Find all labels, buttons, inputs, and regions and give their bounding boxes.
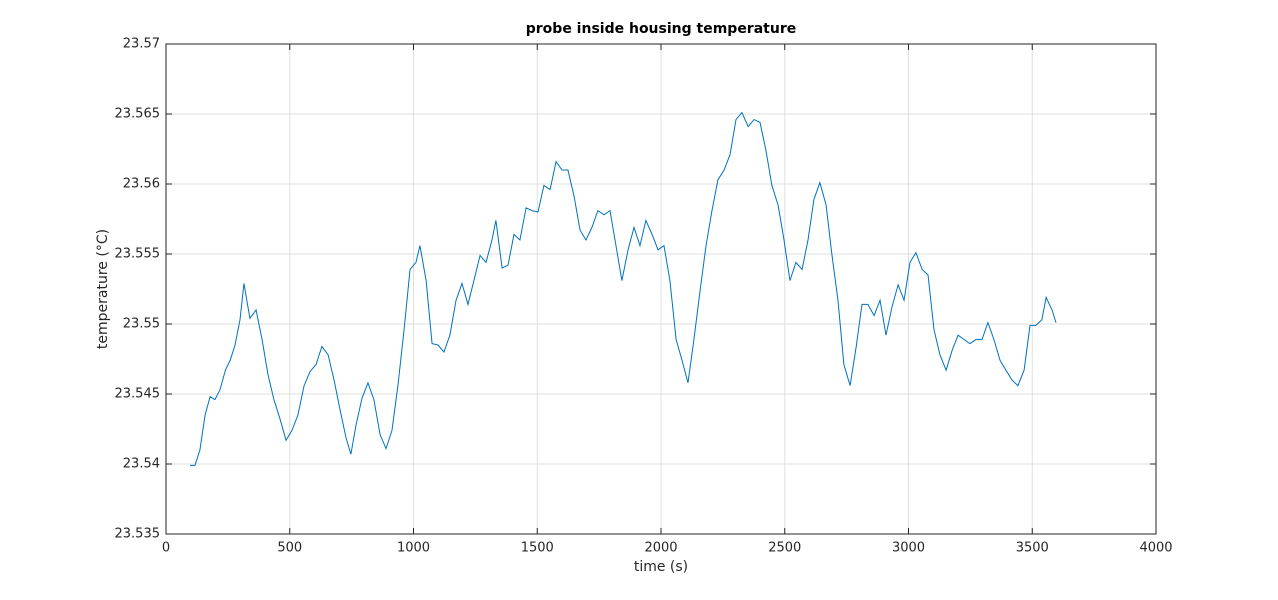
- y-tick-label: 23.56: [123, 177, 160, 192]
- y-axis-label: temperature (°C): [95, 229, 111, 349]
- x-tick-label: 2000: [644, 541, 677, 556]
- y-tick-label: 23.565: [115, 107, 161, 122]
- x-tick-label: 3500: [1016, 541, 1049, 556]
- x-tick-label: 1500: [521, 541, 554, 556]
- x-tick-label: 3000: [892, 541, 925, 556]
- y-tick-label: 23.535: [115, 527, 161, 542]
- axes-box: [165, 43, 1157, 535]
- chart-title: probe inside housing temperature: [526, 21, 796, 37]
- x-tick-label: 500: [277, 541, 302, 556]
- x-tick-label: 1000: [397, 541, 430, 556]
- x-tick-label: 2500: [768, 541, 801, 556]
- y-tick-label: 23.54: [123, 457, 160, 472]
- y-tick-label: 23.55: [123, 317, 160, 332]
- y-tick-label: 23.545: [115, 387, 161, 402]
- x-axis-label: time (s): [634, 559, 688, 575]
- y-tick-label: 23.57: [123, 37, 160, 52]
- x-tick-label: 4000: [1139, 541, 1172, 556]
- y-tick-label: 23.555: [115, 247, 161, 262]
- data-line: [190, 111, 1057, 466]
- x-tick-label: 0: [162, 541, 170, 556]
